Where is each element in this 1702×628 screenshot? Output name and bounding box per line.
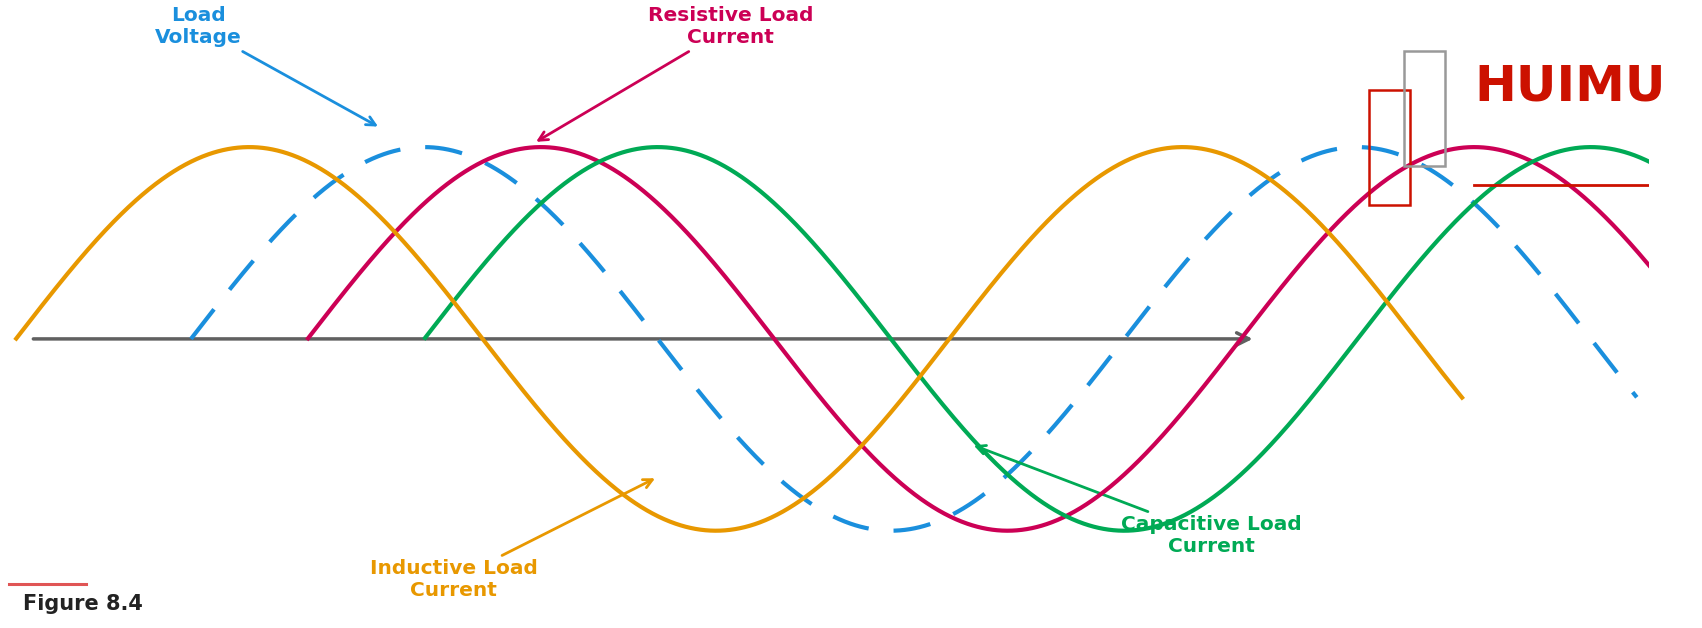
Bar bbox=[1368, 90, 1409, 205]
Bar bbox=[1404, 51, 1445, 166]
Text: HUIMU: HUIMU bbox=[1474, 63, 1666, 111]
Text: Inductive Load
Current: Inductive Load Current bbox=[369, 480, 652, 600]
Text: Resistive Load
Current: Resistive Load Current bbox=[540, 6, 814, 140]
Text: Figure 8.4: Figure 8.4 bbox=[24, 593, 143, 614]
Text: Load
Voltage: Load Voltage bbox=[155, 6, 376, 125]
Text: Capacitive Load
Current: Capacitive Load Current bbox=[977, 445, 1302, 556]
